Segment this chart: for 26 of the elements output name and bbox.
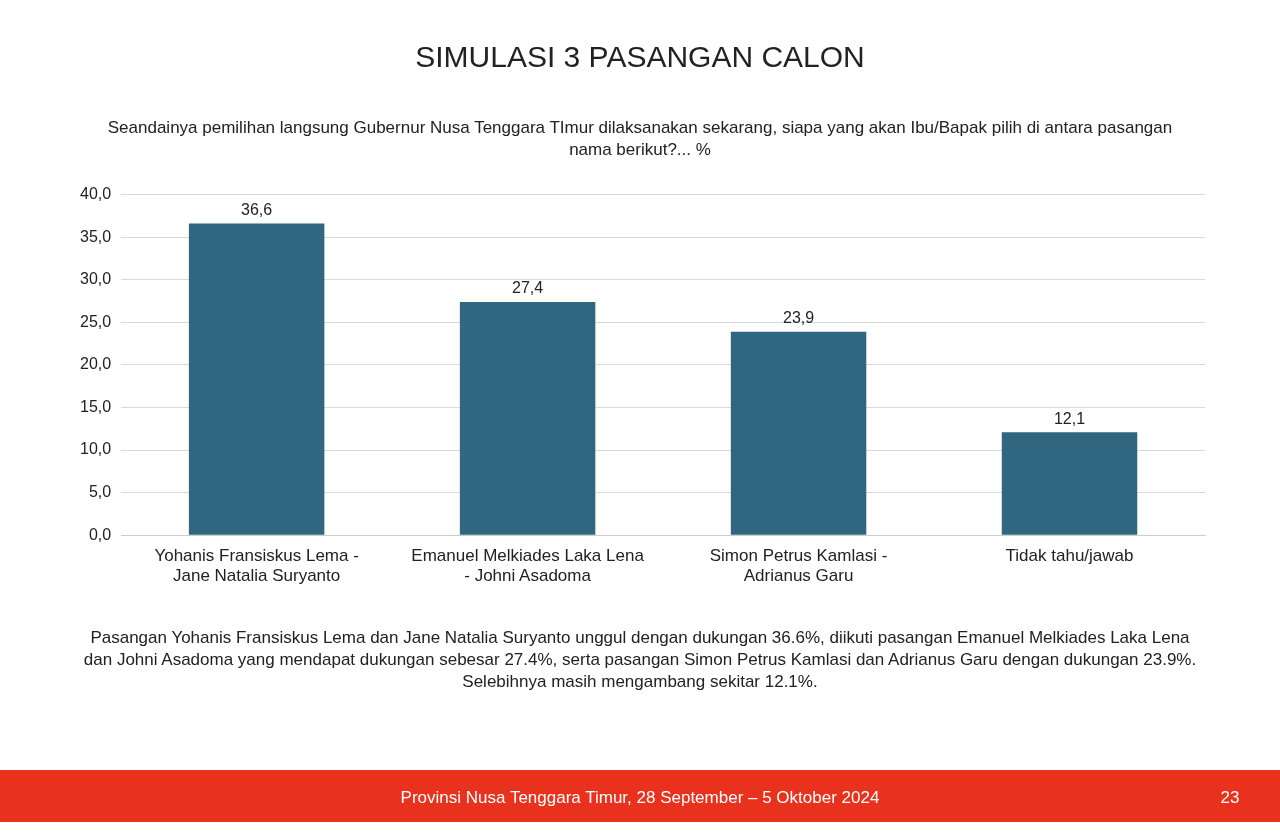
text: 23 [1219, 788, 1241, 808]
data-label: 12,1 [1053, 409, 1086, 427]
bar [188, 223, 325, 535]
x-tick-label: Simon Petrus Kamlasi - Adrianus Garu [709, 546, 888, 586]
chart-title: SIMULASI 3 PASANGAN CALON [414, 40, 866, 74]
bar [459, 301, 596, 535]
data-label: 36,6 [241, 200, 273, 218]
text: Pasangan Yohanis Fransiskus Lema dan Jane Natalia Suryanto unggul dengan dukungan 36.6%, diikuti pasangan Emanuel Melkiades Laka Lena dan Johni Asadoma yang mendapat dukungan sebesar 27.4%, serta pasangan Simon Petrus Kamlasi dan Adrianus Garu dengan dukungan 23.9%. Selebihnya masih mengambang sekitar 12.1%. [82, 627, 1198, 693]
y-tick-label: 40,0 [80, 185, 112, 203]
x-tick-label: Emanuel Melkiades Laka Lena - Johni Asadoma [411, 546, 645, 586]
data-label: 23,9 [782, 309, 815, 327]
x-tick-label: Tidak tahu/jawab [1005, 546, 1134, 566]
bar [730, 331, 867, 535]
y-tick-label: 15,0 [80, 397, 112, 415]
y-tick-label: 5,0 [88, 483, 112, 501]
y-tick-label: 30,0 [80, 270, 112, 288]
bar [1001, 432, 1138, 535]
y-tick-label: 10,0 [80, 440, 112, 458]
chart-subtitle: Seandainya pemilihan langsung Gubernur Nusa Tenggara TImur dilaksanakan sekarang, siapa yang akan Ibu/Bapak pilih di antara pasangan nama berikut?... % [106, 117, 1174, 161]
y-tick-label: 0,0 [88, 525, 112, 543]
x-tick-label: Yohanis Fransiskus Lema - Jane Natalia Suryanto [154, 546, 359, 586]
y-tick-label: 35,0 [80, 227, 112, 245]
y-tick-label: 25,0 [80, 312, 112, 330]
y-tick-label: 20,0 [80, 355, 112, 373]
data-label: 27,4 [512, 279, 544, 297]
text: Provinsi Nusa Tenggara Timur, 28 September – 5 Oktober 2024 [399, 788, 881, 808]
